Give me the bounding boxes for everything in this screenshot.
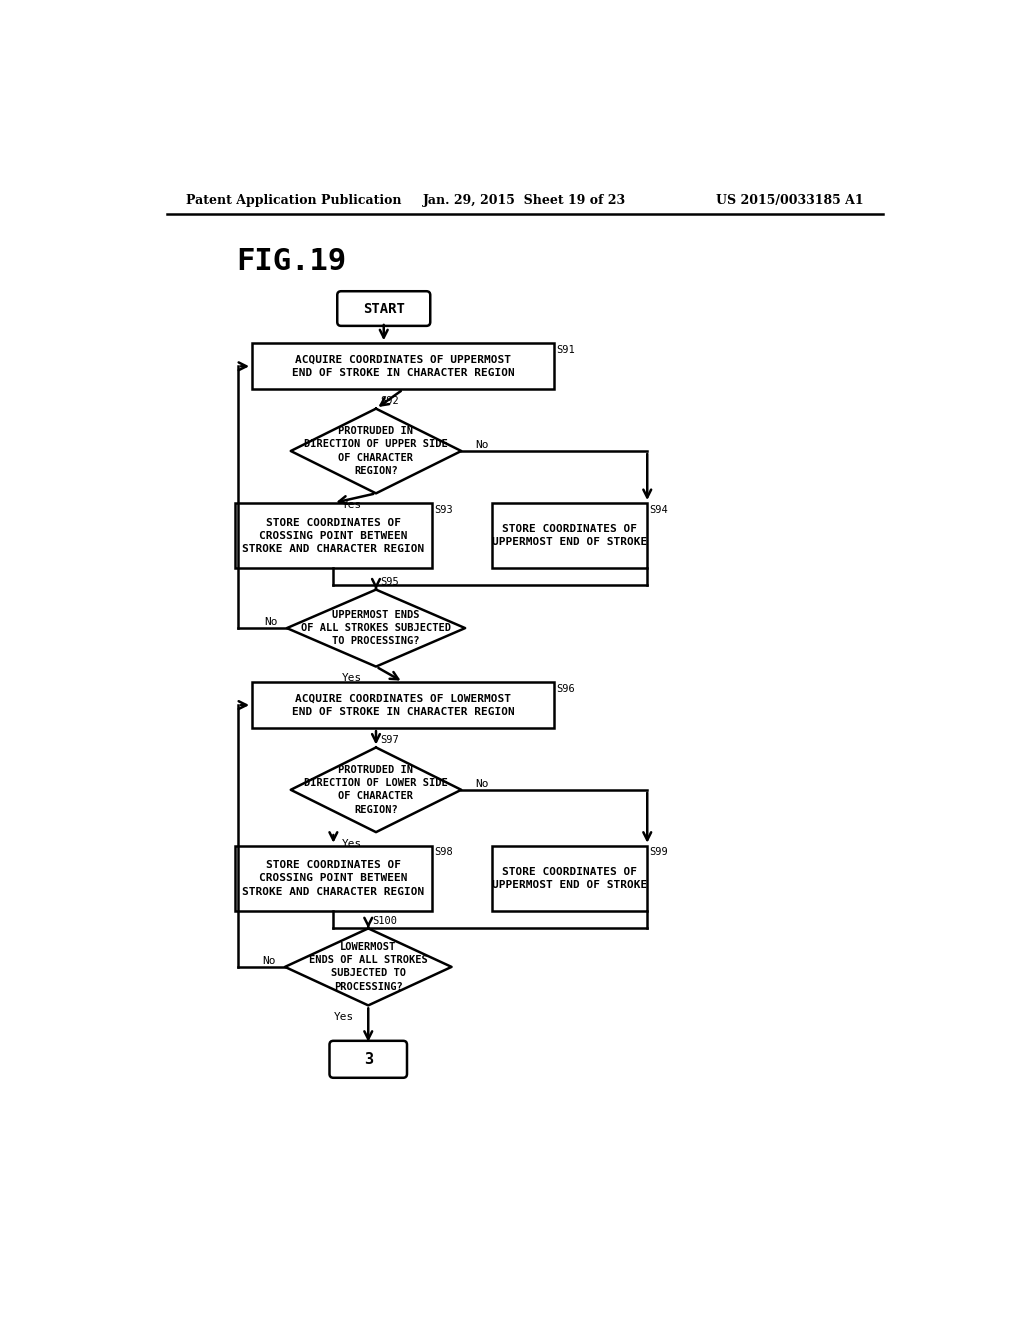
Text: ACQUIRE COORDINATES OF UPPERMOST
END OF STROKE IN CHARACTER REGION: ACQUIRE COORDINATES OF UPPERMOST END OF …	[292, 355, 514, 378]
Text: PROTRUDED IN
DIRECTION OF LOWER SIDE
OF CHARACTER
REGION?: PROTRUDED IN DIRECTION OF LOWER SIDE OF …	[304, 766, 447, 814]
Text: STORE COORDINATES OF
CROSSING POINT BETWEEN
STROKE AND CHARACTER REGION: STORE COORDINATES OF CROSSING POINT BETW…	[243, 861, 425, 896]
Text: S97: S97	[380, 735, 398, 744]
Text: S93: S93	[434, 504, 454, 515]
Text: Yes: Yes	[334, 1012, 354, 1022]
Bar	[493, 503, 647, 569]
Text: S98: S98	[434, 847, 454, 857]
Text: STORE COORDINATES OF
CROSSING POINT BETWEEN
STROKE AND CHARACTER REGION: STORE COORDINATES OF CROSSING POINT BETW…	[243, 517, 425, 554]
Text: LOWERMOST
ENDS OF ALL STROKES
SUBJECTED TO
PROCESSING?: LOWERMOST ENDS OF ALL STROKES SUBJECTED …	[309, 942, 428, 991]
Text: PROTRUDED IN
DIRECTION OF UPPER SIDE
OF CHARACTER
REGION?: PROTRUDED IN DIRECTION OF UPPER SIDE OF …	[304, 426, 447, 475]
Text: Yes: Yes	[342, 838, 362, 849]
Text: STORE COORDINATES OF
UPPERMOST END OF STROKE: STORE COORDINATES OF UPPERMOST END OF ST…	[493, 524, 647, 548]
Text: No: No	[475, 779, 488, 788]
Text: S94: S94	[649, 504, 669, 515]
Polygon shape	[291, 409, 461, 494]
FancyBboxPatch shape	[337, 292, 430, 326]
Text: S95: S95	[380, 577, 398, 587]
Text: S96: S96	[557, 684, 575, 693]
Text: FIG.19: FIG.19	[237, 247, 347, 276]
Text: S100: S100	[372, 916, 397, 927]
Text: START: START	[362, 301, 404, 315]
Bar	[234, 503, 432, 569]
Text: Yes: Yes	[342, 500, 362, 510]
Text: ACQUIRE COORDINATES OF LOWERMOST
END OF STROKE IN CHARACTER REGION: ACQUIRE COORDINATES OF LOWERMOST END OF …	[292, 693, 514, 717]
Text: UPPERMOST ENDS
OF ALL STROKES SUBJECTED
TO PROCESSING?: UPPERMOST ENDS OF ALL STROKES SUBJECTED …	[301, 610, 451, 647]
Bar	[493, 846, 647, 911]
Text: Yes: Yes	[342, 673, 362, 684]
Polygon shape	[287, 590, 465, 667]
Text: STORE COORDINATES OF
UPPERMOST END OF STROKE: STORE COORDINATES OF UPPERMOST END OF ST…	[493, 867, 647, 890]
Text: S91: S91	[557, 345, 575, 355]
Text: Jan. 29, 2015  Sheet 19 of 23: Jan. 29, 2015 Sheet 19 of 23	[423, 194, 627, 207]
Text: No: No	[475, 440, 488, 450]
Text: No: No	[264, 616, 278, 627]
Text: US 2015/0033185 A1: US 2015/0033185 A1	[716, 194, 863, 207]
Polygon shape	[291, 747, 461, 832]
Bar	[252, 343, 554, 389]
Polygon shape	[285, 928, 452, 1006]
Text: No: No	[262, 956, 275, 966]
Text: 3: 3	[364, 1052, 373, 1067]
Text: Patent Application Publication: Patent Application Publication	[186, 194, 401, 207]
Bar	[252, 682, 554, 729]
Text: S99: S99	[649, 847, 669, 857]
FancyBboxPatch shape	[330, 1040, 407, 1077]
Bar	[234, 846, 432, 911]
Text: S92: S92	[380, 396, 398, 407]
